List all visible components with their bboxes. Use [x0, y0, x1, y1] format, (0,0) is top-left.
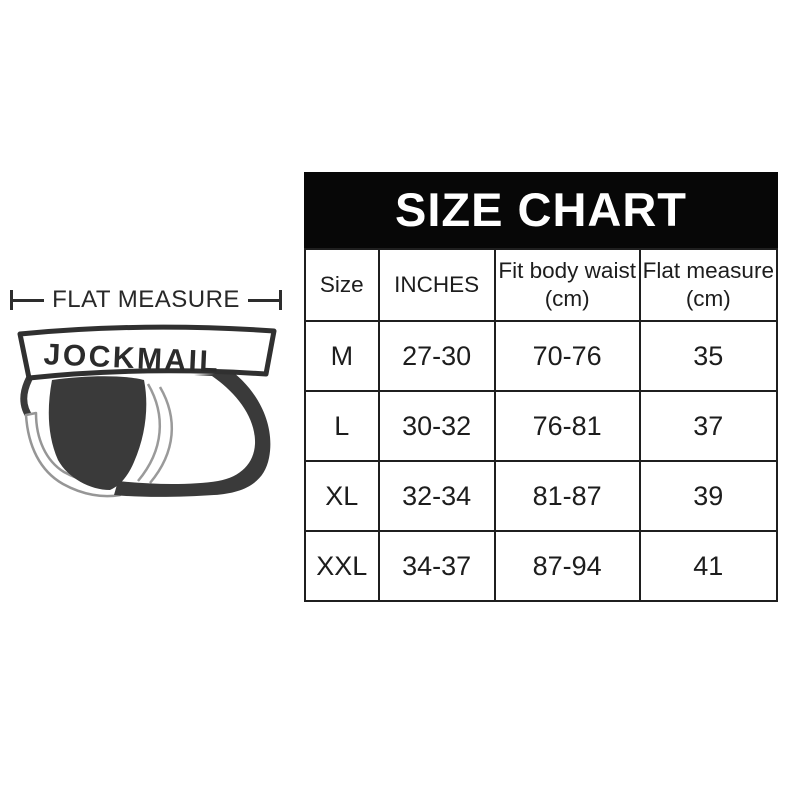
- cell-inches: 30-32: [377, 390, 496, 462]
- cell-fit-body-waist: 76-81: [493, 390, 641, 462]
- header-row: Size INCHES Fit body waist (cm) Flat mea…: [304, 248, 779, 322]
- cell-size: M: [304, 320, 380, 392]
- left-back-strap: [20, 373, 35, 423]
- col-header-inches: INCHES: [377, 248, 496, 322]
- cell-fit-body-waist: 81-87: [493, 460, 641, 532]
- cell-size: L: [304, 390, 380, 462]
- measure-left-tick-icon: [10, 290, 14, 310]
- cell-inches: 27-30: [377, 320, 496, 392]
- cell-fit-body-waist: 70-76: [493, 320, 641, 392]
- measure-left-line-icon: [13, 298, 45, 302]
- measure-right-line-icon: [247, 298, 279, 302]
- brand-label: JOCKMAIL: [43, 338, 221, 379]
- cell-flat-measure: 35: [638, 320, 779, 392]
- size-chart-table: Size INCHES Fit body waist (cm) Flat mea…: [304, 248, 779, 602]
- cell-flat-measure: 39: [638, 460, 779, 532]
- crescent-line-inner: [149, 386, 174, 484]
- size-chart-title: SIZE CHART: [304, 172, 778, 248]
- waistband: [17, 324, 277, 381]
- pouch: [48, 376, 147, 490]
- cell-inches: 32-34: [377, 460, 496, 532]
- jockstrap-illustration: JOCKMAIL: [17, 324, 277, 498]
- cell-size: XXL: [304, 530, 380, 602]
- measure-right-tick-icon: [278, 290, 282, 310]
- cell-fit-body-waist: 87-94: [493, 530, 641, 602]
- crescent-line-outer: [137, 383, 162, 482]
- table-row-m: M 27-30 70-76 35: [304, 320, 779, 392]
- cell-flat-measure: 41: [638, 530, 779, 602]
- cell-inches: 34-37: [377, 530, 496, 602]
- size-chart: SIZE CHART Size INCHES Fit body waist (c…: [304, 172, 779, 602]
- table-row-l: L 30-32 76-81 37: [304, 390, 779, 462]
- col-header-flat-measure: Flat measure (cm): [638, 248, 779, 322]
- col-header-size: Size: [304, 248, 380, 322]
- flat-measure-text: FLAT MEASURE: [52, 286, 240, 313]
- flat-measure-label: FLAT MEASURE: [10, 284, 282, 316]
- table-row-xxl: XXL 34-37 87-94 41: [304, 530, 779, 602]
- table-row-xl: XL 32-34 81-87 39: [304, 460, 779, 532]
- right-leg-strap: [114, 373, 271, 497]
- cell-flat-measure: 37: [638, 390, 779, 462]
- cell-size: XL: [304, 460, 380, 532]
- col-header-fit-body-waist: Fit body waist (cm): [493, 248, 641, 322]
